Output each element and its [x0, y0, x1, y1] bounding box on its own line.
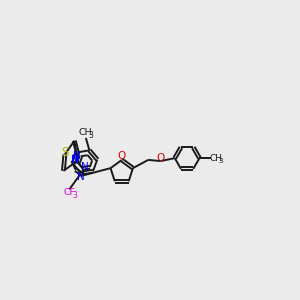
- Text: CH: CH: [209, 154, 223, 163]
- Text: O: O: [117, 151, 126, 161]
- Text: N: N: [71, 155, 79, 165]
- Text: N: N: [77, 172, 85, 182]
- Text: 3: 3: [88, 131, 93, 140]
- Text: N: N: [72, 154, 80, 164]
- Text: CF: CF: [63, 188, 75, 197]
- Text: S: S: [61, 146, 69, 159]
- Text: N: N: [73, 151, 81, 161]
- Text: 3: 3: [219, 158, 223, 164]
- Text: 3: 3: [72, 191, 77, 200]
- Text: O: O: [157, 152, 165, 163]
- Text: N: N: [81, 162, 89, 172]
- Text: CH: CH: [78, 128, 92, 137]
